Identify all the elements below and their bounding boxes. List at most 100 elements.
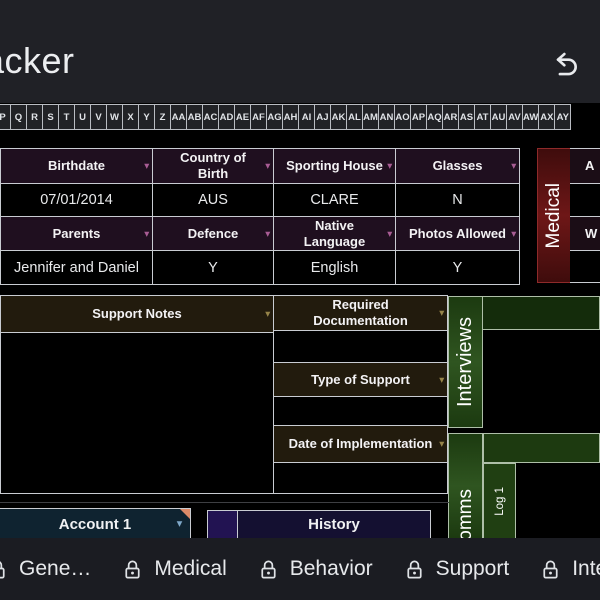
column-letter: AD — [219, 111, 234, 123]
header-cell-sporting-house[interactable]: Sporting House ▾ — [274, 149, 396, 184]
column-header-cell[interactable]: AW — [522, 104, 540, 130]
column-header-cell[interactable]: AF — [250, 104, 267, 130]
column-header-cell[interactable]: V — [90, 104, 107, 130]
column-header-cell[interactable]: Q — [10, 104, 27, 130]
column-letter: AH — [283, 111, 298, 123]
header-cell-photos-allowed[interactable]: Photos Allowed ▾ — [396, 217, 519, 251]
header-cell-native-language[interactable]: Native Language ▾ — [274, 217, 396, 251]
header-cell-required-documentation[interactable]: Required Documentation ▾ — [274, 296, 447, 331]
column-header-cell[interactable]: AI — [298, 104, 315, 130]
column-letter: X — [127, 111, 134, 123]
column-header-cell[interactable]: AD — [218, 104, 235, 130]
dropdown-arrow-icon[interactable]: ▾ — [439, 438, 444, 449]
dropdown-arrow-icon[interactable]: ▾ — [265, 308, 270, 319]
value-cell-defence[interactable]: Y — [153, 251, 274, 284]
header-cell-country-of-birth[interactable]: Country of Birth ▾ — [153, 149, 274, 184]
empty-cell[interactable] — [274, 397, 447, 426]
value-cell-birthdate[interactable]: 07/01/2014 — [1, 184, 153, 217]
column-header-cell[interactable]: AX — [538, 104, 556, 130]
column-header-cell[interactable]: AJ — [314, 104, 331, 130]
dropdown-arrow-icon[interactable]: ▾ — [439, 307, 444, 318]
sheet-tab[interactable]: Medical — [121, 557, 227, 581]
history-cell[interactable]: History — [238, 511, 430, 538]
comms-section-label-cell[interactable]: Comms — [448, 433, 483, 539]
dropdown-arrow-icon[interactable]: ▾ — [439, 374, 444, 385]
column-letter: Q — [14, 111, 23, 123]
partial-header-cell[interactable]: W — [570, 217, 600, 251]
column-header-cell[interactable]: AV — [506, 104, 523, 130]
lock-icon — [125, 560, 140, 579]
value-cell-native-language[interactable]: English — [274, 251, 396, 284]
column-header-cell[interactable]: AT — [474, 104, 491, 130]
column-header-cell[interactable]: AR — [442, 104, 459, 130]
dropdown-arrow-icon[interactable]: ▾ — [144, 160, 149, 171]
dropdown-arrow-icon[interactable]: ▾ — [265, 160, 270, 171]
column-header-cell[interactable]: AH — [282, 104, 299, 130]
column-header-cell[interactable]: W — [106, 104, 123, 130]
sheet-tab[interactable]: Support — [403, 557, 509, 581]
header-cell-support-notes[interactable]: Support Notes ▾ — [1, 296, 273, 332]
value-cell-photos-allowed[interactable]: Y — [452, 259, 463, 276]
header-cell-glasses[interactable]: Glasses ▾ — [396, 149, 519, 184]
column-header-cell[interactable]: Y — [138, 104, 155, 130]
column-header-cell[interactable]: AP — [410, 104, 427, 130]
column-header-cell[interactable]: AB — [186, 104, 203, 130]
interviews-section-label-cell[interactable]: Interviews — [448, 296, 483, 428]
dropdown-arrow-icon[interactable]: ▾ — [387, 228, 392, 239]
sheet-tab[interactable]: Inte — [539, 557, 600, 581]
column-header-cell[interactable]: AY — [554, 104, 572, 130]
column-header-cell[interactable]: Z — [154, 104, 171, 130]
partial-header-cell[interactable]: A — [570, 149, 600, 184]
comms-header-band[interactable] — [483, 433, 600, 463]
dropdown-arrow-icon[interactable]: ▾ — [511, 228, 516, 239]
value-cell-country-of-birth[interactable]: AUS — [153, 184, 274, 217]
header-cell-defence[interactable]: Defence ▾ — [153, 217, 274, 251]
column-letter: AN — [379, 111, 394, 123]
column-header-cell[interactable]: U — [74, 104, 91, 130]
empty-cell[interactable] — [274, 463, 447, 492]
column-header-cell[interactable]: AA — [170, 104, 187, 130]
empty-cell[interactable] — [274, 331, 447, 363]
dropdown-arrow-icon[interactable]: ▾ — [176, 518, 182, 530]
dropdown-arrow-icon[interactable]: ▾ — [511, 160, 516, 171]
dropdown-arrow-icon[interactable]: ▾ — [265, 228, 270, 239]
header-cell-date-of-implementation[interactable]: Date of Implementation ▾ — [274, 426, 447, 463]
value-cell-glasses[interactable]: N — [396, 184, 519, 217]
header-cell-type-of-support[interactable]: Type of Support ▾ — [274, 363, 447, 397]
value-cell-sporting-house[interactable]: CLARE — [274, 184, 396, 217]
undo-button[interactable] — [546, 46, 584, 84]
note-corner-icon — [180, 509, 190, 519]
column-header-cell[interactable]: AC — [202, 104, 219, 130]
value-cell-parents[interactable]: Jennifer and Daniel — [1, 251, 153, 284]
header-cell-parents[interactable]: Parents ▾ — [1, 217, 153, 251]
dropdown-arrow-icon[interactable]: ▾ — [387, 160, 392, 171]
sheet-tab[interactable]: Gene… — [0, 557, 91, 581]
log1-label-cell[interactable]: Log 1 — [483, 463, 516, 539]
column-letter: AA — [171, 111, 186, 123]
column-header-cell[interactable]: R — [26, 104, 43, 130]
column-header-cell[interactable]: AL — [346, 104, 363, 130]
interviews-header-band[interactable] — [482, 296, 600, 330]
support-notes-column: Support Notes ▾ — [0, 295, 274, 494]
empty-cell[interactable] — [570, 184, 600, 217]
column-header-cell[interactable]: AM — [362, 104, 379, 130]
support-notes-empty-cell[interactable] — [1, 332, 273, 493]
column-header-cell[interactable]: AN — [378, 104, 395, 130]
column-header-cell[interactable]: AE — [234, 104, 251, 130]
column-header-cell[interactable]: AO — [394, 104, 411, 130]
empty-cell[interactable] — [208, 511, 238, 538]
column-header-cell[interactable]: S — [42, 104, 59, 130]
header-cell-birthdate[interactable]: Birthdate ▾ — [1, 149, 153, 184]
account-dropdown-cell[interactable]: Account 1 ▾ — [0, 508, 191, 539]
column-header-cell[interactable]: AG — [266, 104, 283, 130]
column-header-cell[interactable]: AK — [330, 104, 347, 130]
dropdown-arrow-icon[interactable]: ▾ — [144, 228, 149, 239]
column-header-cell[interactable]: AS — [458, 104, 475, 130]
column-header-cell[interactable]: X — [122, 104, 139, 130]
medical-section-label-cell[interactable]: Medical — [537, 148, 571, 283]
column-header-cell[interactable]: AU — [490, 104, 507, 130]
sheet-tab[interactable]: Behavior — [257, 557, 373, 581]
column-header-cell[interactable]: T — [58, 104, 75, 130]
empty-cell[interactable] — [570, 251, 600, 282]
column-header-cell[interactable]: AQ — [426, 104, 443, 130]
